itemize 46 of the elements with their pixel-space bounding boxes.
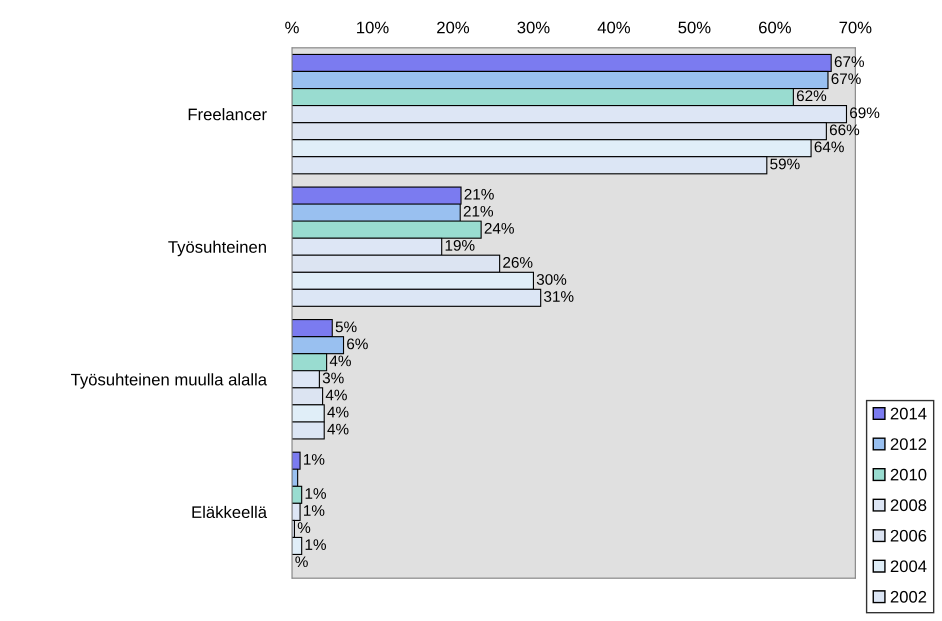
data-label: 4% bbox=[326, 390, 347, 400]
data-label: 1% bbox=[306, 488, 326, 499]
data-label: 30% bbox=[536, 274, 566, 285]
data-label: 1% bbox=[304, 505, 324, 516]
data-label: 19% bbox=[446, 240, 475, 251]
data-label: 67% bbox=[832, 73, 861, 84]
data-label: 69% bbox=[850, 107, 880, 118]
y-tick-label: Eläkkeellä bbox=[192, 506, 268, 518]
data-label: 67% bbox=[834, 56, 864, 68]
legend-label: 2006 bbox=[890, 530, 926, 542]
data-label: 64% bbox=[814, 141, 844, 152]
data-label: 1% bbox=[306, 539, 326, 550]
data-label: 4% bbox=[327, 406, 349, 418]
data-label: % bbox=[298, 522, 310, 533]
data-label: 66% bbox=[830, 124, 860, 136]
x-tick-label: % bbox=[285, 22, 299, 34]
data-label: 26% bbox=[503, 257, 532, 268]
legend-label: 2004 bbox=[890, 560, 927, 572]
data-label: 1% bbox=[304, 454, 324, 465]
data-label: 4% bbox=[330, 356, 351, 366]
data-label: 4% bbox=[327, 424, 349, 434]
data-label: 3% bbox=[322, 372, 344, 384]
x-tick-label: 50% bbox=[678, 22, 710, 34]
data-label: 21% bbox=[464, 206, 494, 217]
y-tick-label: Työsuhteinen bbox=[168, 240, 266, 256]
y-tick-label: Työsuhteinen muulla alalla bbox=[70, 373, 268, 389]
x-tick-label: 40% bbox=[598, 22, 630, 34]
legend-label: 2002 bbox=[890, 590, 926, 603]
data-label: 6% bbox=[347, 338, 368, 350]
x-tick-label: 60% bbox=[759, 22, 791, 34]
x-tick-label: 20% bbox=[437, 22, 470, 34]
x-tick-label: 10% bbox=[357, 22, 389, 34]
y-tick-label: Freelancer bbox=[188, 108, 267, 120]
legend-label: 2012 bbox=[890, 438, 926, 450]
x-tick-label: 70% bbox=[840, 22, 872, 34]
data-label: 59% bbox=[770, 158, 800, 170]
data-label: 21% bbox=[464, 188, 494, 200]
data-label: 24% bbox=[484, 222, 514, 234]
text: % bbox=[295, 556, 308, 568]
x-tick-label: 30% bbox=[517, 22, 550, 34]
legend-label: 2008 bbox=[890, 499, 926, 512]
data-label: 31% bbox=[544, 291, 574, 302]
legend-label: 2014 bbox=[890, 408, 927, 420]
legend-label: 2010 bbox=[890, 468, 926, 481]
data-label: 62% bbox=[796, 90, 826, 102]
data-label: 5% bbox=[336, 321, 357, 332]
